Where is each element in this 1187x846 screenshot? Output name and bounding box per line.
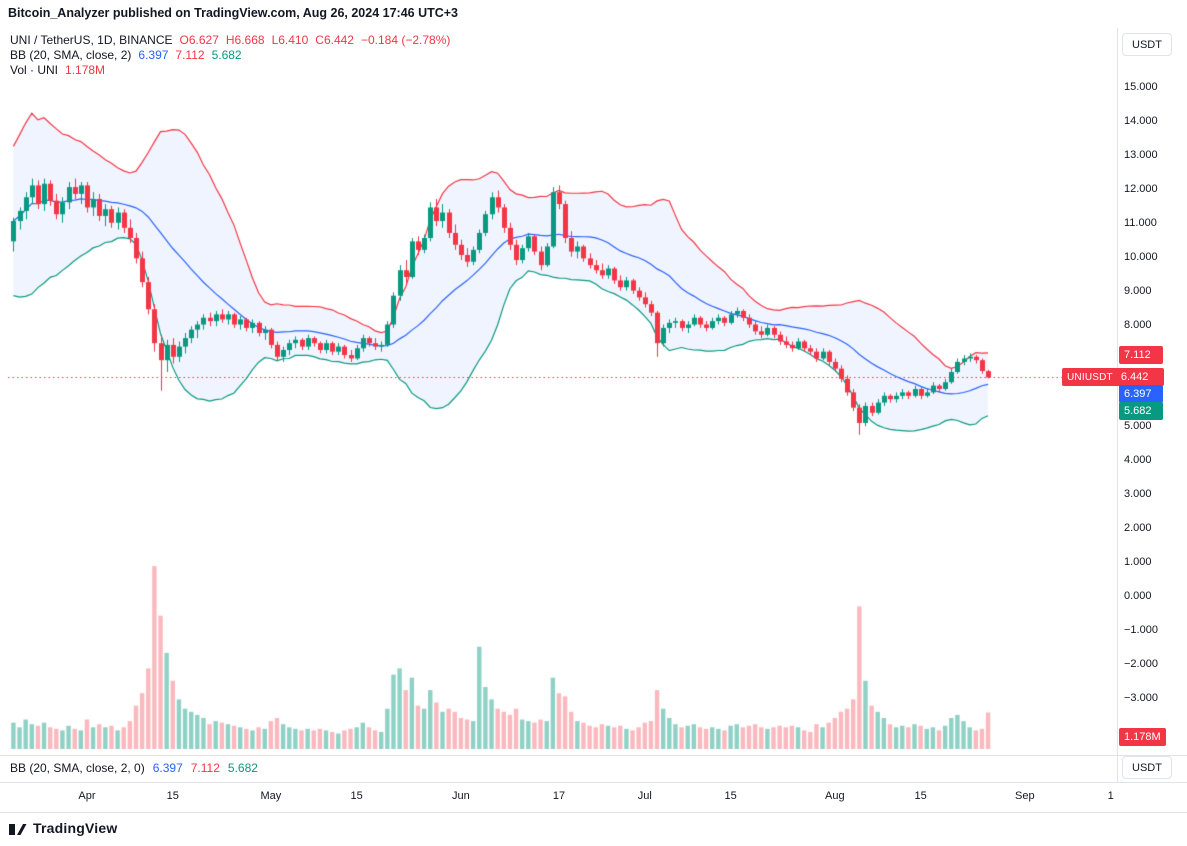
price-axis-label: −1.000 [1124,623,1158,636]
change-value: −0.184 (−2.78%) [360,33,451,47]
tradingview-logo-icon [9,824,27,835]
currency-button-bottom[interactable]: USDT [1122,756,1172,779]
bb-upper-value: 7.112 [175,48,205,62]
volume-value: 1.178M [65,63,106,77]
time-axis-label: Aug [825,790,845,802]
price-axis-label: 1.000 [1124,556,1152,569]
bb-basis-value: 6.397 [138,48,169,62]
volume-value-tag: 1.178M [1119,728,1166,746]
chart-legend: UNI / TetherUS, 1D, BINANCE O6.627 H6.66… [10,33,450,78]
time-axis[interactable]: Apr 15 May 15 Jun 17 Jul 15 Aug 15 Sep 1 [0,782,1117,812]
price-axis-label: 9.000 [1124,284,1152,297]
price-tag-6.442: UNIUSDT 6.442 [1062,368,1164,387]
symbol-legend-row[interactable]: UNI / TetherUS, 1D, BINANCE O6.627 H6.66… [10,33,450,48]
time-axis-label: 15 [166,790,179,802]
footer-brand[interactable]: TradingView [8,818,117,837]
price-tag-7.112: 7.112 [1119,345,1163,364]
price-axis-label: 12.000 [1124,182,1158,195]
currency-button-top[interactable]: USDT [1122,33,1172,56]
time-axis-label: Jul [637,790,652,802]
price-axis-label: −2.000 [1124,657,1158,670]
volume-legend-row[interactable]: Vol · UNI 1.178M [10,63,450,78]
price-axis-label: −3.000 [1124,691,1158,704]
ohlc-open: O6.627 [179,33,219,47]
price-axis-label: 10.000 [1124,250,1158,263]
time-axis-separator [0,782,1187,783]
price-axis-label: 15.000 [1124,81,1158,93]
ohlc-close: C6.442 [315,33,354,47]
time-axis-label: Jun [452,790,470,802]
brand-name: TradingView [33,819,118,836]
price-axis-label: 3.000 [1124,488,1152,501]
price-axis-label: 14.000 [1124,114,1158,127]
time-axis-label: 15 [350,790,363,802]
ohlc-high: H6.668 [225,33,265,47]
time-axis-label: 15 [724,790,737,802]
time-axis-label: May [260,790,282,802]
pane-separator [0,755,1187,756]
bb-legend-row[interactable]: BB (20, SMA, close, 2) 6.397 7.112 5.682 [10,48,450,63]
price-axis-label: 4.000 [1124,454,1152,467]
axis-separator-vertical [1117,28,1118,782]
bb-label: BB (20, SMA, close, 2) [10,48,132,62]
bottom-bb-lower: 5.682 [227,761,258,775]
bottom-bb-upper: 7.112 [190,761,220,775]
price-axis-label: 5.000 [1124,420,1152,433]
time-axis-label: Sep [1015,790,1035,802]
volume-label: Vol · UNI [10,63,59,77]
time-axis-label: 1 [1107,790,1114,802]
bb-lower-value: 5.682 [211,48,242,62]
symbol-title: UNI / TetherUS, 1D, BINANCE [10,33,173,47]
bottom-pane-legend[interactable]: BB (20, SMA, close, 2, 0) 6.397 7.112 5.… [10,761,258,775]
price-axis-label: 2.000 [1124,522,1152,535]
symbol-name-tag: UNIUSDT [1067,371,1113,383]
ohlc-low: L6.410 [271,33,309,47]
price-axis-label: 0.000 [1124,590,1152,602]
bottom-bb-basis: 6.397 [152,761,183,775]
bottom-bb-label: BB (20, SMA, close, 2, 0) [10,761,145,775]
time-axis-label: Apr [78,790,96,802]
time-axis-label: 17 [552,790,566,802]
footer-separator [0,812,1187,813]
price-axis-label: 11.000 [1124,216,1157,229]
price-axis-label: 13.000 [1124,148,1158,161]
price-axis-label: 8.000 [1124,318,1152,331]
price-tag-6.397: 6.397 [1119,385,1163,404]
attribution-text: Bitcoin_Analyzer published on TradingVie… [8,6,459,20]
time-axis-label: 15 [914,790,927,802]
price-tag-5.682: 5.682 [1119,402,1163,421]
